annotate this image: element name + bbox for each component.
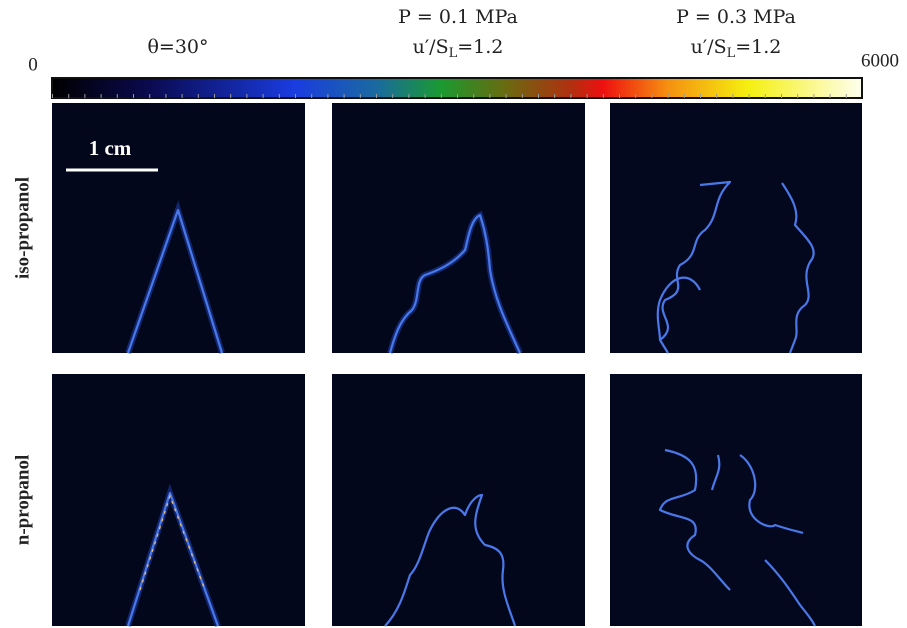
text: =1.2 <box>735 36 781 58</box>
panel <box>610 374 862 626</box>
text: u′/S <box>691 36 727 58</box>
text: u′/S <box>413 36 449 58</box>
column-header: θ=30° <box>147 36 208 58</box>
row-label: iso-propanol <box>12 177 33 279</box>
column-subheader: u′/SL=1.2 <box>691 36 782 61</box>
panel <box>332 374 585 626</box>
text: L <box>727 46 736 61</box>
colorbar-max-label: 6000 <box>861 50 899 71</box>
figure: θ=30° P = 0.1 MPa u′/SL=1.2 P = 0.3 MPa … <box>0 0 907 628</box>
column-header: P = 0.1 MPa <box>398 6 518 28</box>
panels <box>52 103 862 626</box>
colorbar-min-label: 0 <box>28 54 38 75</box>
row-label: n-propanol <box>12 455 33 545</box>
colorbar-ticks <box>52 94 862 98</box>
panel <box>610 103 862 353</box>
column-header: P = 0.3 MPa <box>676 6 796 28</box>
panel <box>332 103 585 353</box>
panel <box>52 374 305 626</box>
column-subheader: u′/SL=1.2 <box>413 36 504 61</box>
text: =1.2 <box>457 36 503 58</box>
scale-bar-label: 1 cm <box>89 136 132 160</box>
text: L <box>449 46 458 61</box>
